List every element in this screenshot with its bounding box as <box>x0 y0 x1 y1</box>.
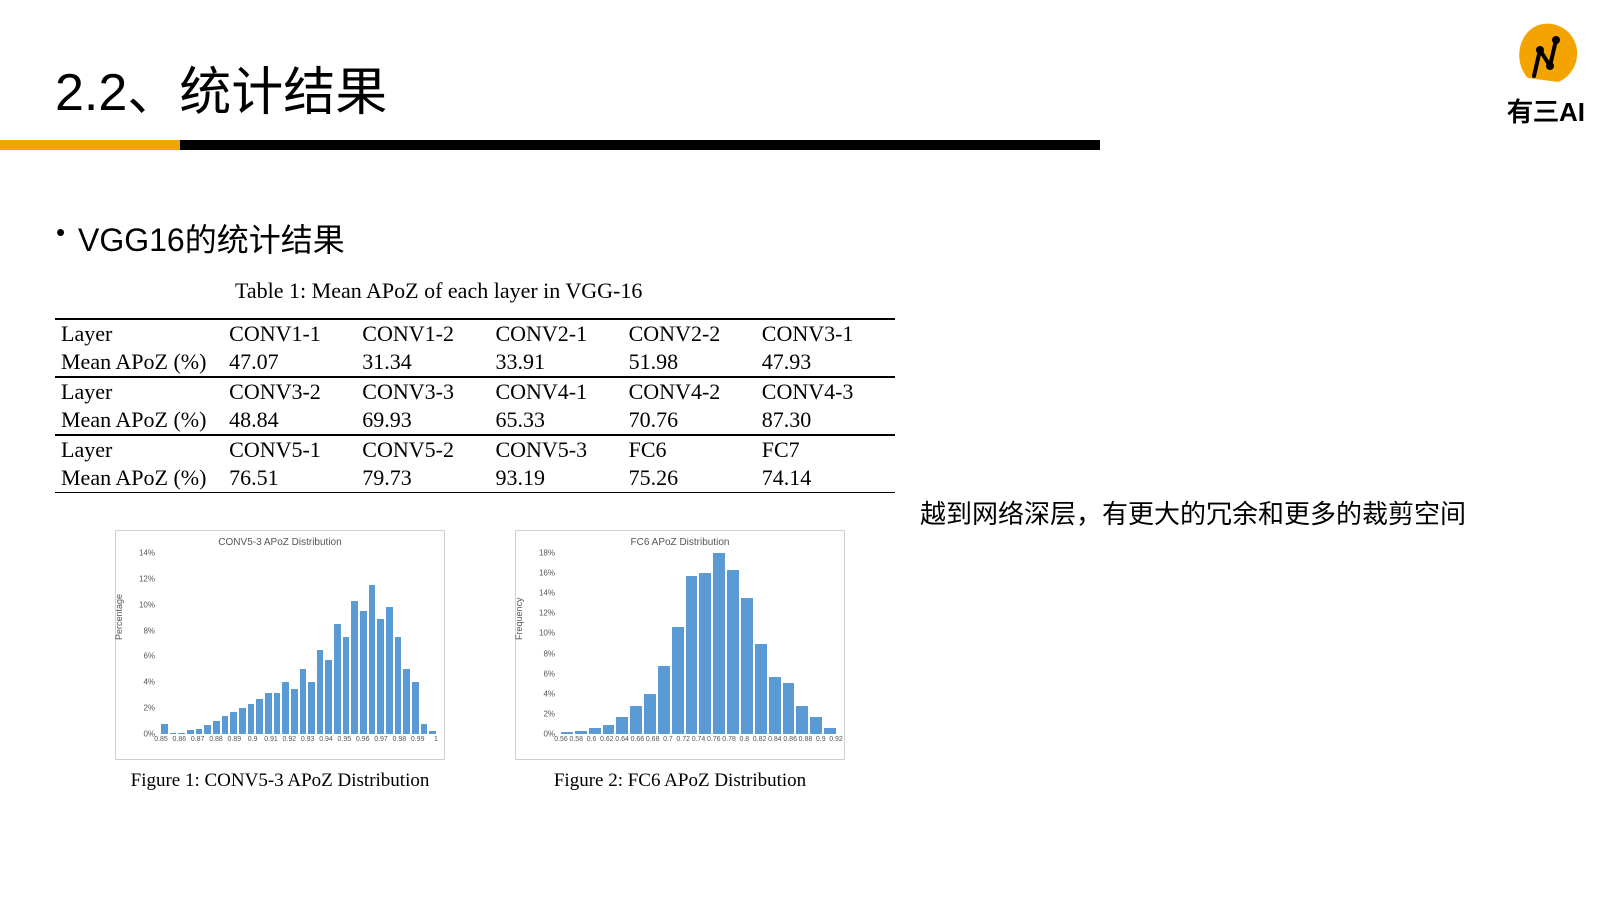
bullet-subtitle: VGG16的统计结果 <box>78 215 345 261</box>
charts-row: CONV5-3 APoZ DistributionPercentage0%2%4… <box>115 530 845 792</box>
logo-icon <box>1510 20 1582 88</box>
logo-text: 有三AI <box>1507 92 1585 129</box>
side-note: 越到网络深层，有更大的冗余和更多的裁剪空间 <box>920 495 1540 534</box>
table-caption: Table 1: Mean APoZ of each layer in VGG-… <box>235 278 642 304</box>
slide-title-area: 2.2、统计结果 <box>55 50 387 125</box>
chart-box: CONV5-3 APoZ DistributionPercentage0%2%4… <box>115 530 445 792</box>
apoz-table: LayerCONV1-1CONV1-2CONV2-1CONV2-2CONV3-1… <box>55 318 895 493</box>
title-underline <box>0 140 1100 150</box>
slide-title: 2.2、统计结果 <box>55 50 387 125</box>
chart-box: FC6 APoZ DistributionFrequency0%2%4%6%8%… <box>515 530 845 792</box>
brand-logo: 有三AI <box>1507 20 1585 129</box>
